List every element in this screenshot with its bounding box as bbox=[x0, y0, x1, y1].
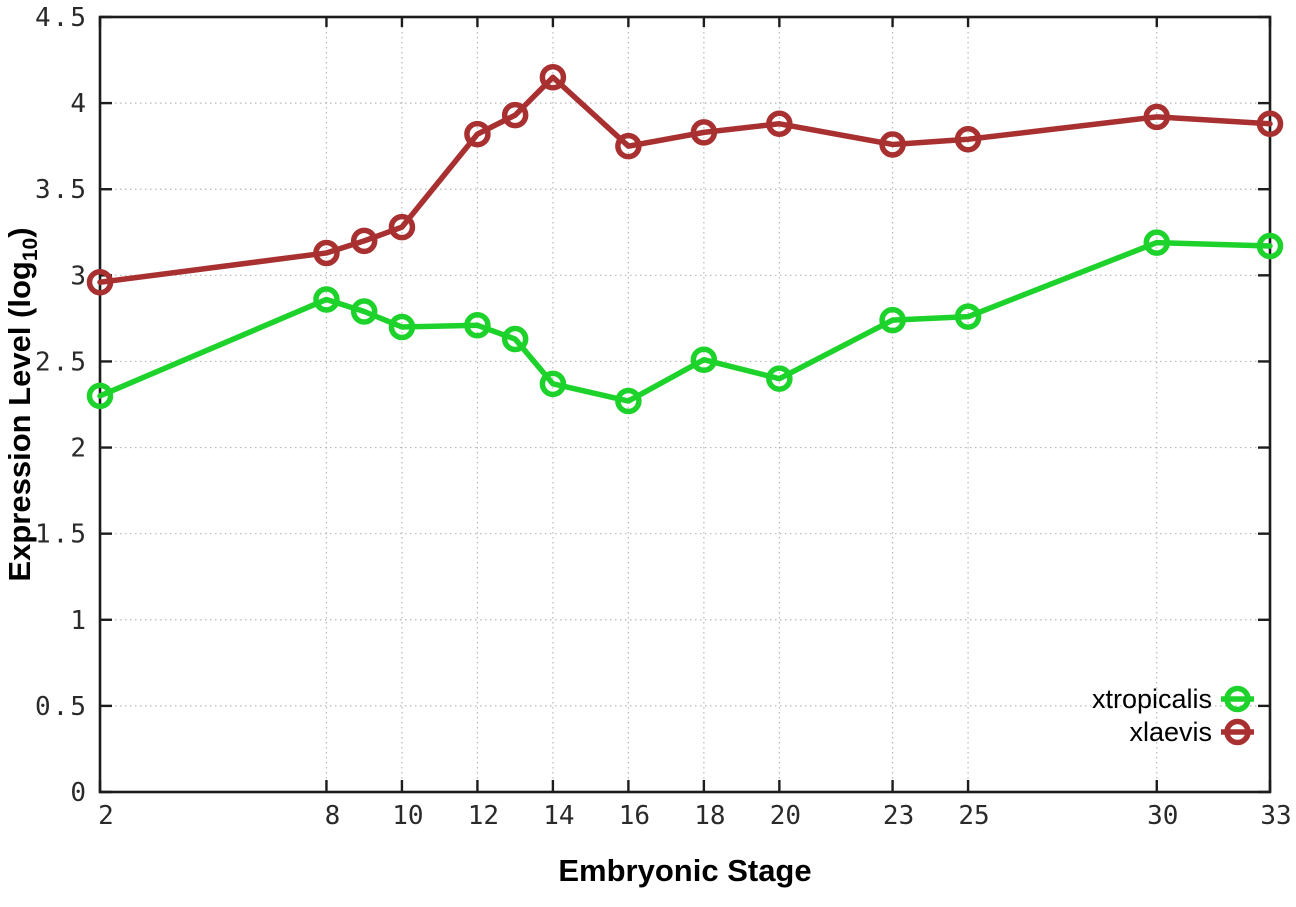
x-tick-label: 14 bbox=[543, 801, 574, 831]
data-point-xlaevis bbox=[388, 213, 416, 241]
data-point-xtropicalis bbox=[313, 286, 340, 313]
x-tick-label: 10 bbox=[392, 801, 423, 831]
x-axis-title: Embryonic Stage bbox=[558, 853, 811, 888]
data-point-xlaevis bbox=[879, 131, 906, 158]
x-tick-label: 20 bbox=[770, 801, 801, 831]
x-tick-label: 23 bbox=[883, 801, 914, 831]
data-point-xtropicalis bbox=[1143, 229, 1171, 256]
data-point-xtropicalis bbox=[501, 325, 529, 353]
x-tick-label: 2 bbox=[98, 801, 114, 831]
y-tick-label: 0 bbox=[70, 778, 88, 808]
data-point-xlaevis bbox=[501, 101, 529, 129]
data-point-xtropicalis bbox=[954, 303, 982, 330]
x-tick-label: 30 bbox=[1147, 801, 1178, 831]
data-point-xlaevis bbox=[313, 239, 340, 267]
legend-sample-marker-xtropicalis bbox=[1224, 685, 1251, 713]
y-tick-label: 3 bbox=[70, 261, 88, 291]
data-point-xlaevis bbox=[350, 227, 378, 255]
x-tick-label: 18 bbox=[694, 801, 725, 831]
data-point-xlaevis bbox=[1143, 103, 1171, 131]
x-tick-label: 8 bbox=[325, 801, 341, 831]
data-point-xlaevis bbox=[86, 268, 114, 296]
x-tick-label: 16 bbox=[619, 801, 650, 831]
x-tick-label: 25 bbox=[958, 801, 989, 831]
data-point-xtropicalis bbox=[615, 387, 642, 415]
data-point-xlaevis bbox=[766, 110, 793, 138]
y-tick-label: 1.5 bbox=[35, 520, 88, 550]
data-point-xtropicalis bbox=[350, 298, 378, 325]
data-point-xtropicalis bbox=[464, 312, 491, 339]
series-line-xlaevis bbox=[97, 74, 1273, 285]
y-tick-label: 1 bbox=[70, 606, 88, 636]
data-point-xtropicalis bbox=[690, 346, 718, 373]
y-tick-label: 3.5 bbox=[35, 175, 88, 205]
data-point-xlaevis bbox=[615, 132, 642, 160]
x-tick-label: 33 bbox=[1260, 801, 1291, 831]
data-point-xtropicalis bbox=[766, 365, 793, 392]
legend-label-xlaevis: xlaevis bbox=[1129, 717, 1212, 747]
y-axis-title: Expression Level (log10) bbox=[2, 227, 42, 581]
y-tick-label: 4 bbox=[70, 89, 88, 119]
legend-sample-marker-xlaevis bbox=[1224, 718, 1251, 746]
x-tick-label: 12 bbox=[468, 801, 499, 831]
y-tick-label: 4.5 bbox=[35, 3, 88, 33]
data-point-xtropicalis bbox=[539, 370, 567, 398]
series-line-xtropicalis bbox=[97, 239, 1273, 404]
data-point-xlaevis bbox=[1256, 110, 1284, 138]
data-point-xtropicalis bbox=[1256, 232, 1284, 260]
data-point-xlaevis bbox=[464, 120, 491, 148]
data-point-xlaevis bbox=[954, 126, 982, 153]
data-point-xlaevis bbox=[539, 64, 567, 91]
data-point-xtropicalis bbox=[86, 382, 114, 410]
data-point-xlaevis bbox=[690, 119, 718, 146]
legend-label-xtropicalis: xtropicalis bbox=[1092, 684, 1212, 714]
y-tick-label: 0.5 bbox=[35, 692, 88, 722]
data-point-xtropicalis bbox=[388, 313, 416, 341]
y-tick-label: 2 bbox=[70, 434, 88, 464]
y-tick-label: 2.5 bbox=[35, 347, 88, 377]
data-point-xtropicalis bbox=[879, 306, 906, 334]
